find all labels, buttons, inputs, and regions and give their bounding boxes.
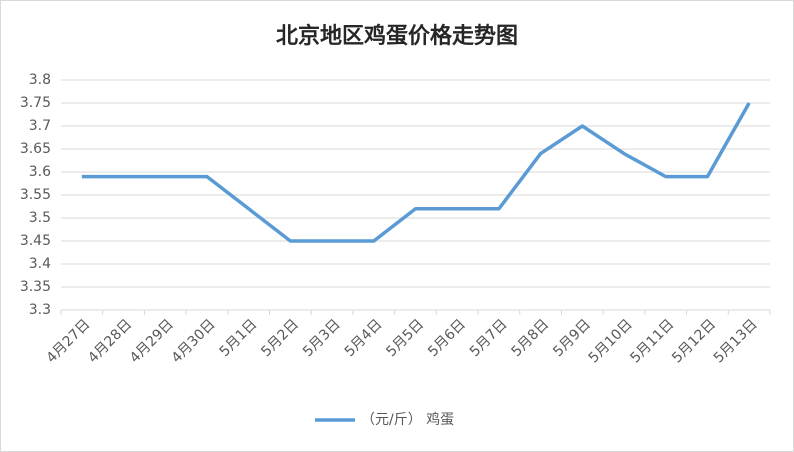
y-tick-label: 3.5: [29, 210, 51, 226]
legend-label: （元/斤） 鸡蛋: [361, 411, 454, 428]
y-tick-label: 3.7: [29, 118, 51, 134]
y-tick-label: 3.4: [29, 256, 51, 272]
y-tick-label: 3.35: [20, 279, 51, 295]
series-line: [81, 102, 751, 243]
y-tick-label: 3.6: [29, 164, 51, 180]
y-tick-label: 3.3: [29, 302, 51, 318]
y-tick-label: 3.8: [29, 72, 51, 88]
chart-title: 北京地区鸡蛋价格走势图: [276, 23, 518, 49]
y-tick-label: 3.55: [20, 187, 51, 203]
y-tick-label: 3.75: [20, 95, 51, 111]
y-tick-label: 3.45: [20, 233, 51, 249]
y-tick-label: 3.65: [20, 141, 51, 157]
